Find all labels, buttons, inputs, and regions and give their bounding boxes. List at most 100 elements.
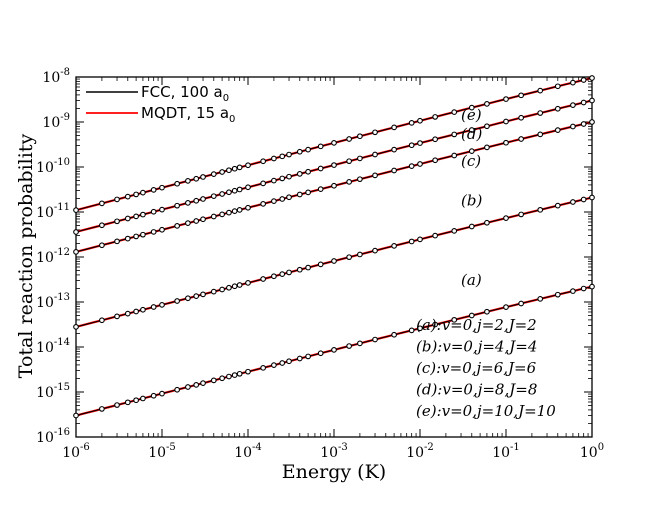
fcc-marker: [346, 136, 352, 142]
fcc-marker: [159, 206, 165, 213]
fcc-marker: [210, 171, 217, 177]
fcc-marker: [286, 151, 292, 158]
y-tick-label: 10-15: [36, 382, 70, 401]
x-tick-label: 10-3: [320, 442, 348, 461]
fcc-marker: [245, 184, 251, 191]
fcc-marker: [391, 146, 397, 153]
fcc-marker: [468, 223, 475, 230]
fcc-marker: [518, 300, 524, 307]
fcc-marker: [537, 110, 544, 116]
fcc-marker: [432, 232, 438, 239]
fcc-marker: [271, 273, 277, 280]
fcc-marker: [372, 151, 378, 158]
fcc-marker: [140, 211, 146, 218]
fcc-marker: [260, 200, 266, 207]
fcc-marker: [114, 313, 120, 320]
fcc-marker: [357, 176, 363, 183]
fcc-marker: [226, 167, 232, 174]
fcc-marker: [73, 412, 79, 419]
fcc-marker: [331, 162, 337, 168]
fcc-marker: [226, 373, 232, 380]
y-tick-label: 10-13: [36, 292, 70, 311]
fcc-marker: [408, 163, 415, 169]
fcc-marker: [484, 144, 490, 151]
fcc-marker: [99, 406, 105, 412]
fcc-marker: [193, 175, 200, 182]
series-tag: (b): [461, 191, 482, 209]
fcc-marker: [133, 308, 139, 315]
y-tick-label: 10-16: [36, 427, 70, 446]
fcc-marker: [484, 100, 490, 107]
fcc-marker: [133, 233, 139, 240]
fcc-marker: [271, 155, 277, 162]
fcc-marker: [503, 118, 509, 125]
fcc-marker: [231, 165, 238, 172]
fcc-marker: [468, 148, 475, 154]
fcc-marker: [408, 327, 415, 334]
fcc-marker: [174, 202, 180, 209]
fcc-marker: [150, 186, 157, 193]
fcc-marker: [73, 229, 79, 235]
fcc-marker: [432, 136, 438, 143]
fcc-marker: [193, 382, 200, 388]
x-tick-label: 10-1: [492, 442, 520, 461]
series-key-3: (c):v=0,j=6,J=6: [416, 359, 537, 377]
fcc-marker: [159, 302, 165, 308]
fcc-marker: [417, 236, 423, 243]
fcc-marker: [286, 358, 292, 365]
fcc-marker: [570, 79, 576, 86]
fcc-marker: [114, 218, 120, 225]
fcc-marker: [219, 169, 225, 175]
series-tag: (a): [461, 271, 482, 289]
x-tick-label: 10-5: [148, 442, 176, 461]
fcc-marker: [417, 161, 423, 167]
fcc-marker: [210, 288, 217, 295]
fcc-marker: [185, 220, 191, 226]
fcc-marker: [372, 172, 378, 179]
fcc-marker: [219, 211, 225, 218]
fcc-marker: [231, 372, 238, 378]
fcc-marker: [346, 158, 352, 165]
series-tag: (e): [461, 106, 482, 124]
fcc-marker: [451, 316, 458, 323]
y-tick-label: 10-10: [36, 157, 70, 176]
fcc-marker: [260, 364, 266, 371]
fcc-marker: [589, 97, 595, 104]
fcc-marker: [174, 386, 180, 393]
fcc-marker: [159, 390, 165, 397]
fcc-marker: [296, 266, 303, 273]
fcc-marker: [236, 186, 243, 193]
fcc-marker: [317, 165, 324, 172]
fcc-marker: [451, 152, 458, 159]
x-axis-title: Energy (K): [282, 461, 386, 483]
fcc-marker: [518, 92, 524, 99]
fcc-marker: [391, 124, 397, 131]
fcc-marker: [580, 121, 587, 127]
fcc-marker: [372, 129, 378, 136]
fcc-marker: [226, 189, 232, 196]
series-key-4: (d):v=0,j=8,J=8: [416, 381, 537, 399]
fcc-marker: [331, 140, 337, 146]
fcc-marker: [140, 306, 146, 313]
fcc-marker: [114, 402, 120, 408]
fcc-marker: [210, 377, 217, 384]
fcc-marker: [408, 142, 415, 149]
fcc-marker: [357, 340, 363, 347]
series-key-1: (a):v=0,j=2,J=2: [416, 316, 537, 334]
fcc-marker: [185, 384, 191, 390]
fcc-marker: [305, 353, 311, 360]
fcc-marker: [286, 269, 292, 276]
x-tick-label: 10-4: [234, 442, 262, 461]
fcc-marker: [210, 213, 217, 220]
fcc-marker: [260, 276, 266, 282]
fcc-marker: [468, 104, 475, 111]
fcc-marker: [159, 184, 165, 191]
fcc-marker: [271, 198, 277, 204]
fcc-marker: [432, 114, 438, 120]
fcc-marker: [236, 282, 243, 288]
fcc-marker: [260, 158, 266, 165]
fcc-marker: [219, 191, 225, 197]
fcc-marker: [317, 261, 324, 268]
series-tag: (d): [461, 125, 482, 143]
series-tag: (c): [461, 152, 481, 170]
